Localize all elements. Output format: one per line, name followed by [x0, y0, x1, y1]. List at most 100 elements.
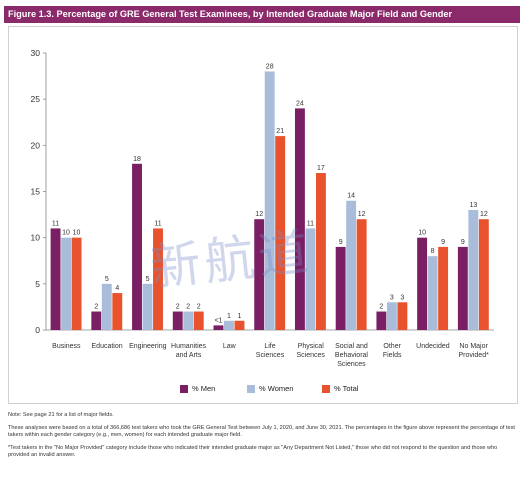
legend-item-men: % Men [180, 384, 215, 394]
data-label: 11 [307, 220, 314, 227]
bar [427, 256, 438, 330]
footnote-line: *Test takers in the "No Major Provided" … [8, 445, 498, 458]
data-label: 12 [358, 211, 366, 218]
bar [142, 283, 153, 330]
bar [153, 228, 163, 330]
data-label: 10 [73, 230, 81, 237]
x-tick-label: No Major [459, 343, 488, 350]
bar [101, 283, 112, 330]
bar [132, 163, 142, 330]
y-tick-label: 25 [31, 94, 41, 104]
legend-swatch-men [180, 385, 188, 393]
data-label: 9 [339, 239, 343, 246]
data-label: 14 [347, 193, 355, 200]
bar [234, 320, 245, 330]
bar [183, 311, 194, 330]
x-tick-label: Fields [383, 352, 402, 359]
bar [346, 200, 357, 330]
bar [305, 228, 316, 330]
data-label: 5 [105, 276, 109, 283]
bar [172, 311, 183, 330]
x-tick-label: Law [223, 343, 237, 350]
data-label: 17 [317, 165, 325, 172]
bar [468, 209, 479, 330]
bar [71, 237, 82, 330]
x-tick-label: Sciences [297, 352, 326, 359]
bar [457, 246, 468, 330]
data-label: <1 [214, 317, 222, 324]
data-label: 18 [133, 156, 141, 163]
x-tick-label: and Arts [176, 352, 202, 359]
bar [335, 246, 346, 330]
x-tick-label: Undecided [416, 343, 450, 350]
legend-item-women: % Women [247, 384, 293, 394]
x-tick-label: Behavioral [335, 352, 369, 359]
legend-label-men: % Men [192, 384, 216, 393]
x-tick-label: Other [383, 343, 401, 350]
data-label: 2 [186, 304, 190, 311]
data-label: 12 [255, 211, 263, 218]
bar [275, 136, 286, 330]
y-tick-label: 20 [31, 140, 41, 150]
x-tick-label: Engineering [129, 343, 166, 350]
data-label: 10 [418, 230, 426, 237]
bar [478, 219, 489, 330]
x-tick-label: Physical [298, 343, 325, 350]
bar [315, 173, 326, 330]
bar [417, 237, 428, 330]
bar [112, 293, 123, 330]
data-label: 8 [431, 248, 435, 255]
data-label: 1 [238, 313, 242, 320]
x-tick-label: Social and [335, 343, 368, 350]
bar [386, 302, 397, 330]
bar [294, 108, 305, 331]
data-label: 2 [94, 304, 98, 311]
x-tick-label: Education [92, 343, 123, 350]
bar [213, 325, 224, 330]
analyses-line: These analyses were based on a total of … [8, 425, 515, 438]
bar [91, 311, 102, 330]
bar [224, 320, 234, 330]
legend-item-total: % Total [322, 384, 358, 394]
legend-label-total: % Total [334, 384, 359, 393]
data-label: 2 [197, 304, 201, 311]
y-tick-label: 10 [31, 233, 41, 243]
bar [61, 237, 72, 330]
bar [376, 311, 387, 330]
x-tick-label: Sciences [256, 352, 285, 359]
chart-frame [8, 26, 518, 404]
note-line: Note: See page 21 for a list of major fi… [8, 412, 114, 418]
x-tick-label: Humanities [171, 343, 207, 350]
bar [264, 71, 275, 330]
data-label: 2 [379, 304, 383, 311]
data-label: 28 [266, 63, 274, 70]
data-label: 3 [400, 294, 404, 301]
bar [193, 311, 204, 330]
x-tick-label: Provided* [458, 352, 489, 359]
data-label: 1 [227, 313, 231, 320]
data-label: 12 [480, 211, 488, 218]
x-tick-label: Business [52, 343, 81, 350]
legend-label-women: % Women [259, 384, 294, 393]
y-tick-label: 5 [35, 279, 40, 289]
y-tick-label: 0 [35, 325, 40, 335]
figure-notes: Note: See page 21 for a list of major fi… [8, 412, 518, 465]
data-label: 11 [52, 220, 59, 227]
data-label: 9 [461, 239, 465, 246]
data-label: 21 [276, 128, 284, 135]
y-tick-label: 30 [31, 48, 41, 58]
data-label: 24 [296, 100, 304, 107]
data-label: 11 [154, 220, 161, 227]
x-tick-label: Life [264, 343, 275, 350]
bar [438, 246, 449, 330]
bar [397, 302, 408, 330]
data-label: 4 [115, 285, 119, 292]
bar [356, 219, 367, 330]
bar [50, 228, 61, 330]
chart-legend: % Men % Women % Total [0, 384, 526, 398]
legend-swatch-total [322, 385, 330, 393]
data-label: 2 [176, 304, 180, 311]
data-label: 13 [469, 202, 477, 209]
data-label: 10 [62, 230, 70, 237]
